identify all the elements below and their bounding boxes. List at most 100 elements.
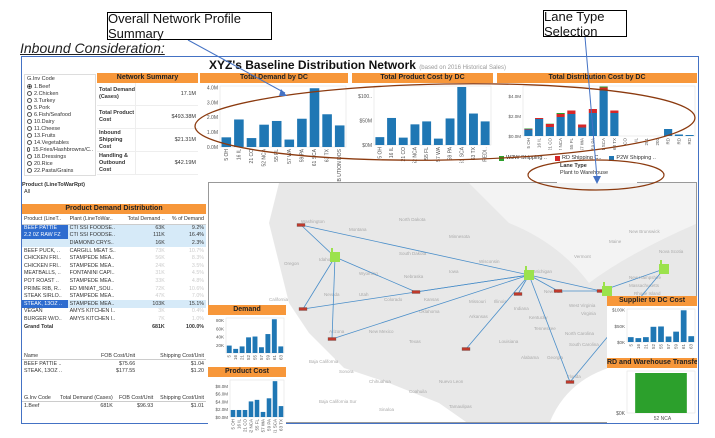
bar-segment[interactable] bbox=[557, 114, 565, 117]
radio-icon[interactable] bbox=[27, 126, 32, 131]
plant-cell[interactable]: STAMPEDE MEA.. bbox=[68, 277, 122, 285]
radio-icon[interactable] bbox=[27, 133, 32, 138]
plant-factory-icon[interactable] bbox=[602, 282, 612, 296]
radio-option[interactable]: 13.Fruits bbox=[27, 132, 93, 139]
bar[interactable] bbox=[259, 347, 264, 353]
plant-cell[interactable]: CTI SSI FOODSE.. bbox=[68, 224, 122, 232]
radio-icon[interactable] bbox=[27, 140, 32, 145]
bar[interactable] bbox=[643, 337, 649, 342]
bar-segment[interactable] bbox=[567, 114, 575, 136]
lane-line[interactable] bbox=[303, 257, 335, 309]
plant-cell[interactable]: STAMPEDE MEA.. bbox=[68, 300, 122, 308]
warehouse-truck-icon[interactable] bbox=[514, 293, 522, 296]
bar[interactable] bbox=[240, 346, 245, 353]
bar-segment[interactable] bbox=[589, 113, 597, 136]
bar-segment[interactable] bbox=[535, 119, 543, 136]
radio-icon[interactable] bbox=[27, 91, 32, 96]
bar[interactable] bbox=[658, 326, 664, 342]
product-cell[interactable]: Grand Total bbox=[22, 323, 68, 331]
bar[interactable] bbox=[278, 346, 283, 353]
plant-factory-icon[interactable] bbox=[330, 248, 340, 262]
bar[interactable] bbox=[688, 336, 694, 342]
radio-option[interactable]: 14.Vegetables bbox=[27, 139, 93, 146]
bar[interactable] bbox=[681, 310, 687, 342]
radio-option[interactable]: 15.Fries/Hashbrowns/C.. bbox=[27, 146, 93, 153]
product-cell[interactable]: BURGER W/O.. bbox=[22, 315, 68, 323]
radio-icon[interactable] bbox=[27, 154, 32, 159]
bar-segment[interactable] bbox=[600, 88, 608, 91]
plant-cell[interactable] bbox=[68, 323, 122, 331]
bar[interactable] bbox=[469, 114, 478, 145]
lane-line[interactable] bbox=[301, 225, 529, 275]
legend-item[interactable]: P2W Shipping .. bbox=[609, 155, 655, 162]
warehouse-truck-icon[interactable] bbox=[462, 348, 470, 351]
lane-line[interactable] bbox=[466, 275, 529, 349]
column-header[interactable]: Product (LineT.. bbox=[22, 214, 68, 224]
bar[interactable] bbox=[422, 121, 431, 145]
warehouse-truck-icon[interactable] bbox=[328, 338, 336, 341]
bar-segment[interactable] bbox=[535, 118, 543, 119]
radio-icon[interactable] bbox=[27, 175, 32, 176]
bar[interactable] bbox=[261, 412, 266, 417]
warehouse-truck-icon[interactable] bbox=[554, 290, 562, 293]
bar[interactable] bbox=[285, 140, 295, 147]
bar-segment[interactable] bbox=[524, 129, 532, 130]
radio-icon[interactable] bbox=[27, 161, 32, 166]
bar[interactable] bbox=[272, 121, 282, 147]
plant-cell[interactable]: STAMPEDE MEA.. bbox=[68, 254, 122, 262]
radio-icon[interactable] bbox=[27, 84, 32, 89]
bar-segment[interactable] bbox=[589, 109, 597, 113]
bar[interactable] bbox=[237, 410, 242, 417]
bar-segment[interactable] bbox=[600, 91, 608, 137]
bar[interactable] bbox=[243, 410, 248, 417]
radio-option[interactable]: 18.Dressings bbox=[27, 153, 93, 160]
bar-segment[interactable] bbox=[567, 111, 575, 115]
plant-cell[interactable]: AMYS KITCHEN I.. bbox=[68, 308, 122, 316]
bar-segment[interactable] bbox=[546, 124, 554, 127]
product-cell[interactable]: STEAK SIRLO.. bbox=[22, 292, 68, 300]
column-header[interactable]: Total Demand .. bbox=[122, 214, 167, 224]
plant-cell[interactable]: STAMPEDE MEA.. bbox=[68, 292, 122, 300]
plant-cell[interactable]: CTI SSI FOODSE.. bbox=[68, 232, 122, 240]
bar[interactable] bbox=[651, 327, 657, 342]
plant-factory-icon[interactable] bbox=[524, 266, 534, 280]
bar-segment[interactable] bbox=[578, 125, 586, 128]
radio-option[interactable]: 6.Fish/Seafood bbox=[27, 111, 93, 118]
bar[interactable] bbox=[222, 137, 232, 147]
radio-option[interactable]: 11.Cheese bbox=[27, 125, 93, 132]
bar[interactable] bbox=[387, 118, 396, 145]
bar[interactable] bbox=[227, 346, 232, 353]
bar[interactable] bbox=[253, 337, 258, 353]
bar[interactable] bbox=[246, 337, 251, 353]
bar[interactable] bbox=[446, 118, 455, 145]
product-cell[interactable]: CHICKEN FRI.. bbox=[22, 254, 68, 262]
bar-segment[interactable] bbox=[664, 129, 672, 136]
bar[interactable] bbox=[322, 114, 332, 147]
warehouse-truck-icon[interactable] bbox=[566, 381, 574, 384]
warehouse-truck-icon[interactable] bbox=[297, 224, 305, 227]
product-cell[interactable]: STEAK, 13OZ .. bbox=[22, 300, 68, 308]
plant-cell[interactable]: STAMPEDE MEA.. bbox=[68, 262, 122, 270]
radio-icon[interactable] bbox=[27, 112, 32, 117]
column-header[interactable]: % of Demand bbox=[167, 214, 206, 224]
plant-cell[interactable]: ED MINIAT_SOU.. bbox=[68, 285, 122, 293]
product-cell[interactable]: PRIME RIB, R.. bbox=[22, 285, 68, 293]
bar[interactable] bbox=[231, 410, 236, 417]
bar[interactable] bbox=[310, 88, 320, 147]
lane-type-value[interactable]: Plant to Warehouse bbox=[557, 170, 637, 177]
bar[interactable] bbox=[635, 373, 687, 413]
bar[interactable] bbox=[434, 139, 443, 145]
product-filter-value[interactable]: All bbox=[24, 189, 30, 196]
bar-segment[interactable] bbox=[578, 128, 586, 137]
bar[interactable] bbox=[297, 119, 307, 147]
bar[interactable] bbox=[457, 87, 466, 145]
bar[interactable] bbox=[234, 119, 244, 147]
lane-line[interactable] bbox=[332, 275, 529, 339]
bar[interactable] bbox=[272, 319, 277, 353]
